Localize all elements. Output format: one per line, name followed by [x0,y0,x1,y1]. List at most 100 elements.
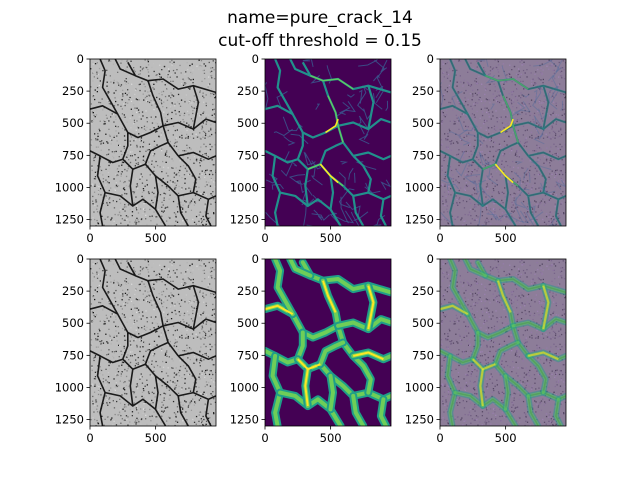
texture-speck [176,221,179,223]
texture-speck [143,408,145,411]
texture-speck [173,372,176,374]
texture-speck [202,92,204,94]
texture-speck [127,354,129,356]
texture-speck [100,168,102,171]
texture-speck [173,63,175,65]
texture-speck [503,88,505,90]
texture-speck [92,72,94,74]
texture-speck [189,287,191,290]
prob-hairline [533,59,553,67]
texture-speck [508,72,510,75]
texture-speck [511,168,513,170]
texture-speck [180,272,182,274]
texture-speck [445,114,448,116]
texture-speck [156,296,158,299]
texture-speck [514,84,516,86]
texture-speck [131,415,133,417]
texture-speck [512,90,515,93]
prob-crack [304,169,309,207]
texture-speck [127,416,129,418]
texture-speck [178,303,180,305]
texture-speck [185,211,187,213]
texture-speck [209,161,211,164]
prob-hairline [501,65,507,84]
texture-speck [553,297,555,299]
texture-speck [175,374,177,376]
texture-speck [201,325,203,327]
texture-speck [173,263,175,265]
prob-hairline [548,74,555,82]
texture-speck [111,113,113,115]
texture-speck [177,411,179,413]
texture-speck [134,354,136,356]
texture-speck [207,114,210,116]
texture-speck [179,305,182,307]
texture-speck [506,330,508,333]
texture-speck [107,91,109,93]
texture-speck [537,277,539,279]
texture-speck [104,417,106,419]
texture-speck [445,201,447,203]
texture-speck [161,150,163,152]
texture-speck [129,162,131,164]
texture-speck [92,95,95,97]
texture-speck [483,140,485,142]
texture-speck [204,334,207,337]
texture-speck [170,273,172,275]
texture-speck [120,372,122,374]
texture-speck [504,396,506,398]
texture-speck [561,67,564,69]
texture-speck [189,136,192,138]
texture-speck [209,148,212,151]
texture-speck [143,97,146,99]
texture-speck [200,360,203,362]
texture-speck [109,202,111,204]
texture-speck [136,120,138,122]
texture-speck [520,107,522,109]
texture-speck [441,111,444,113]
texture-speck [167,74,169,76]
texture-speck [177,149,179,151]
texture-speck [160,91,163,93]
texture-speck [142,212,144,214]
texture-speck [107,372,110,374]
texture-speck [210,288,212,290]
texture-speck [173,176,175,178]
texture-speck [537,87,539,90]
texture-speck [116,374,118,377]
texture-speck [512,99,514,101]
texture-speck [188,387,190,389]
texture-speck [201,327,204,329]
prob-hairline [486,164,498,186]
texture-speck [512,306,514,308]
texture-speck [194,197,196,200]
texture-speck [208,181,210,184]
texture-speck [148,338,150,340]
texture-speck [176,198,178,200]
texture-speck [159,352,161,354]
texture-speck [93,94,95,96]
texture-speck [96,185,99,187]
texture-speck [115,150,117,153]
texture-speck [508,298,511,300]
texture-speck [96,411,99,413]
texture-speck [177,183,179,185]
texture-speck [145,129,147,131]
texture-speck [169,140,171,143]
texture-speck [137,419,139,421]
texture-speck [492,159,494,161]
texture-speck [94,289,96,291]
texture-speck [162,290,165,293]
y-tick-label: 750 [237,348,259,362]
texture-speck [127,282,129,284]
texture-speck [166,350,168,352]
texture-speck [131,215,133,217]
texture-speck [140,173,142,175]
texture-speck [453,123,455,125]
texture-speck [170,297,172,299]
texture-speck [158,276,161,278]
texture-speck [112,85,114,87]
texture-speck [512,211,514,213]
texture-speck [190,318,193,320]
texture-speck [135,329,137,331]
